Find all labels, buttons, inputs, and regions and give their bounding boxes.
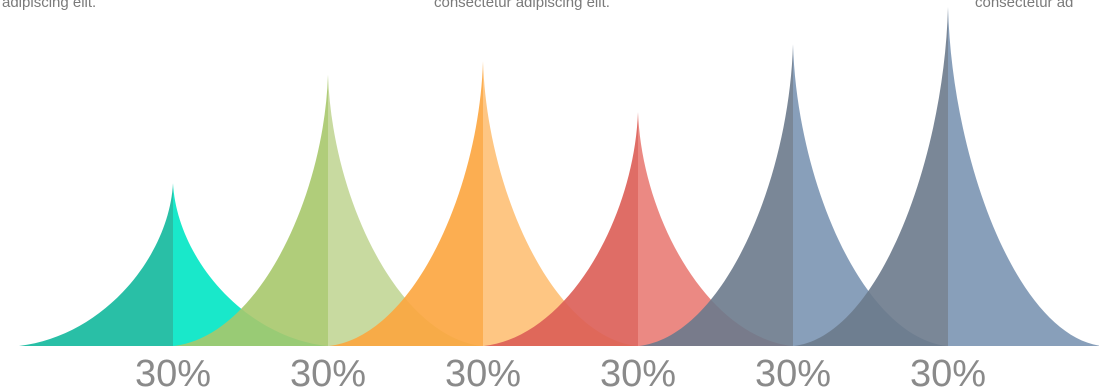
peak-2-right (328, 74, 482, 347)
peak-3-label: 30% (445, 353, 521, 389)
peak-4-label: 30% (600, 353, 676, 389)
caption-center: consectetur adipiscing elit. (434, 0, 610, 11)
peak-4-left (484, 112, 638, 346)
peak-1-label: 30% (135, 353, 211, 389)
peak-3-right (483, 61, 637, 347)
peaks-group (19, 7, 1099, 347)
peak-5-label: 30% (755, 353, 831, 389)
peak-5-right (793, 44, 947, 346)
peak-6-right (948, 7, 1099, 346)
peak-2-label: 30% (290, 353, 366, 389)
peak-4-right (638, 112, 792, 346)
peak-5-left (639, 44, 793, 346)
peak-1-right (173, 183, 327, 346)
caption-left: adipiscing elit. (2, 0, 97, 11)
labels-group: 30% 30% 30% 30% 30% 30% (135, 353, 986, 389)
peak-6-label: 30% (910, 353, 986, 389)
peak-1-left (19, 183, 173, 346)
peak-6-left (794, 7, 948, 346)
peak-3-left (329, 61, 483, 347)
caption-right: consectetur ad (975, 0, 1074, 11)
peak-2-left (174, 74, 328, 347)
